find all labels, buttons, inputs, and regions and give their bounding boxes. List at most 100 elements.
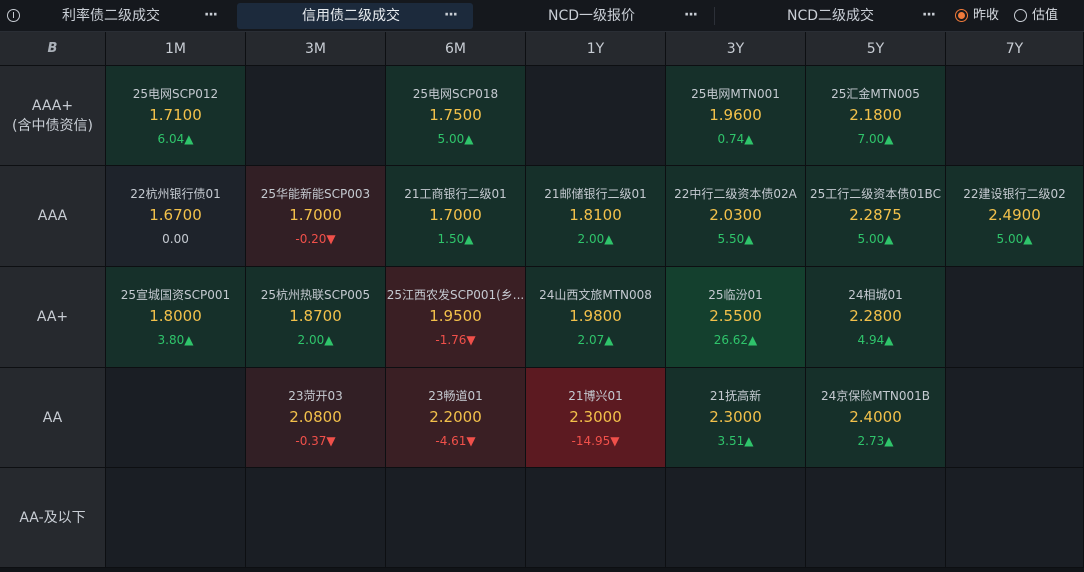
bond-cell[interactable]: 24相城01 2.2800 4.94▲ (806, 267, 946, 368)
tab-separator (714, 7, 715, 25)
info-icon[interactable] (7, 9, 20, 22)
empty-cell (526, 66, 666, 166)
bond-cell[interactable]: 23菏开03 2.0800 -0.37▼ (246, 368, 386, 468)
bond-rate: 1.9600 (709, 106, 762, 124)
bond-cell[interactable]: 24山西文旅MTN008 1.9800 2.07▲ (526, 267, 666, 368)
column-header-1Y[interactable]: 1Y (526, 32, 666, 66)
bond-cell[interactable]: 22杭州银行债01 1.6700 0.00 (106, 166, 246, 267)
bond-change: 5.00▲ (857, 232, 894, 246)
bond-change: 5.50▲ (717, 232, 754, 246)
bond-rate: 2.1800 (849, 106, 902, 124)
bond-cell[interactable]: 25临汾01 2.5500 26.62▲ (666, 267, 806, 368)
bond-change: 3.80▲ (157, 333, 194, 347)
bond-change: 26.62▲ (713, 333, 758, 347)
bond-cell[interactable]: 21博兴01 2.3000 -14.95▼ (526, 368, 666, 468)
tab-label: NCD二级成交 (787, 8, 875, 24)
empty-cell (946, 66, 1084, 166)
row-header: AA+ (0, 267, 106, 368)
bond-cell[interactable]: 25电网SCP012 1.7100 6.04▲ (106, 66, 246, 166)
bond-rate: 1.9800 (569, 307, 622, 325)
radio-dot-icon[interactable] (955, 9, 968, 22)
bond-cell[interactable]: 21邮储银行二级01 1.8100 2.00▲ (526, 166, 666, 267)
bond-rate: 1.7100 (149, 106, 202, 124)
radio-dot-icon[interactable] (1014, 9, 1027, 22)
bond-cell[interactable]: 25电网MTN001 1.9600 0.74▲ (666, 66, 806, 166)
bond-change: -0.20▼ (295, 232, 336, 246)
market-tab-bar: 利率债二级成交 ··· 信用债二级成交 ··· NCD一级报价 ··· NCD二级成交 ···… (0, 0, 1084, 32)
bond-change: -14.95▼ (571, 434, 620, 448)
bond-change: 2.07▲ (577, 333, 614, 347)
bond-rate: 1.7500 (429, 106, 482, 124)
bond-name: 21抚高新 (709, 389, 762, 403)
bond-cell[interactable]: 22建设银行二级02 2.4900 5.00▲ (946, 166, 1084, 267)
empty-cell (946, 468, 1084, 568)
empty-cell (946, 267, 1084, 368)
credit-bond-matrix: B 1M 3M 6M 1Y 3Y 5Y 7Y AAA+ (含中债资信) 25电网SCP012 1.71… (0, 32, 1084, 572)
column-header-3Y[interactable]: 3Y (666, 32, 806, 66)
bond-change: 5.00▲ (437, 132, 474, 146)
column-header-7Y[interactable]: 7Y (946, 32, 1084, 66)
bond-change: 4.94▲ (857, 333, 894, 347)
bond-name: 24山西文旅MTN008 (539, 288, 652, 302)
row-header: AA-及以下 (0, 468, 106, 568)
tab-4[interactable]: NCD二级成交 ··· (717, 3, 947, 29)
bond-rate: 1.7000 (429, 206, 482, 224)
bond-cell[interactable]: 25宣城国资SCP001 1.8000 3.80▲ (106, 267, 246, 368)
bond-rate: 1.8700 (289, 307, 342, 325)
bond-change: 0.74▲ (717, 132, 754, 146)
row-header-label: AAA+ (31, 97, 74, 114)
bond-name: 25杭州热联SCP005 (260, 288, 371, 302)
bond-rate: 2.0800 (289, 408, 342, 426)
more-options-icon[interactable]: ··· (444, 7, 458, 23)
bond-rate: 2.3000 (569, 408, 622, 426)
bond-cell[interactable]: 25江西农发SCP001(乡... 1.9500 -1.76▼ (386, 267, 526, 368)
tab-1[interactable]: 利率债二级成交 ··· (26, 3, 232, 29)
empty-cell (806, 468, 946, 568)
bond-rate: 1.9500 (429, 307, 482, 325)
bond-cell[interactable]: 24京保险MTN001B 2.4000 2.73▲ (806, 368, 946, 468)
bond-cell[interactable]: 25杭州热联SCP005 1.8700 2.00▲ (246, 267, 386, 368)
bond-cell[interactable]: 21工商银行二级01 1.7000 1.50▲ (386, 166, 526, 267)
radio-label: 估值 (1032, 8, 1059, 23)
empty-cell (386, 468, 526, 568)
empty-cell (106, 468, 246, 568)
bond-rate: 1.7000 (289, 206, 342, 224)
tab-label: 信用债二级成交 (302, 8, 400, 24)
bond-cell[interactable]: 22中行二级资本债02A 2.0300 5.50▲ (666, 166, 806, 267)
bond-change: -4.61▼ (435, 434, 476, 448)
bond-name: 21邮储银行二级01 (544, 187, 647, 201)
bond-rate: 2.2875 (849, 206, 902, 224)
empty-cell (666, 468, 806, 568)
bond-change: 5.00▲ (996, 232, 1033, 246)
bond-name: 25工行二级资本债01BC (810, 187, 941, 201)
column-header-1M[interactable]: 1M (106, 32, 246, 66)
row-header: AAA+ (含中债资信) (0, 66, 106, 166)
bond-cell[interactable]: 25汇金MTN005 2.1800 7.00▲ (806, 66, 946, 166)
column-header-6M[interactable]: 6M (386, 32, 526, 66)
bond-name: 25电网MTN001 (691, 87, 780, 101)
tab-2[interactable]: 信用债二级成交 ··· (237, 3, 473, 29)
bond-cell[interactable]: 21抚高新 2.3000 3.51▲ (666, 368, 806, 468)
bond-change: -1.76▼ (435, 333, 476, 347)
empty-cell (246, 66, 386, 166)
bond-rate: 1.6700 (149, 206, 202, 224)
row-header-label: AA-及以下 (19, 509, 86, 526)
bond-name: 21工商银行二级01 (404, 187, 507, 201)
bond-name: 23畅道01 (428, 389, 483, 403)
tab-3[interactable]: NCD一级报价 ··· (478, 3, 712, 29)
bond-cell[interactable]: 25华能新能SCP003 1.7000 -0.20▼ (246, 166, 386, 267)
bond-cell[interactable]: 23畅道01 2.2000 -4.61▼ (386, 368, 526, 468)
column-header-5Y[interactable]: 5Y (806, 32, 946, 66)
bond-change: -0.37▼ (295, 434, 336, 448)
bond-cell[interactable]: 25工行二级资本债01BC 2.2875 5.00▲ (806, 166, 946, 267)
more-options-icon[interactable]: ··· (204, 7, 218, 23)
bond-name: 22中行二级资本债02A (674, 187, 797, 201)
bond-change: 3.51▲ (717, 434, 754, 448)
bond-cell[interactable]: 25电网SCP018 1.7500 5.00▲ (386, 66, 526, 166)
more-options-icon[interactable]: ··· (922, 7, 936, 23)
bond-rate: 2.4900 (988, 206, 1041, 224)
column-header-3M[interactable]: 3M (246, 32, 386, 66)
tab-label: 利率债二级成交 (62, 8, 160, 24)
more-options-icon[interactable]: ··· (684, 7, 698, 23)
bond-name: 23菏开03 (288, 389, 343, 403)
